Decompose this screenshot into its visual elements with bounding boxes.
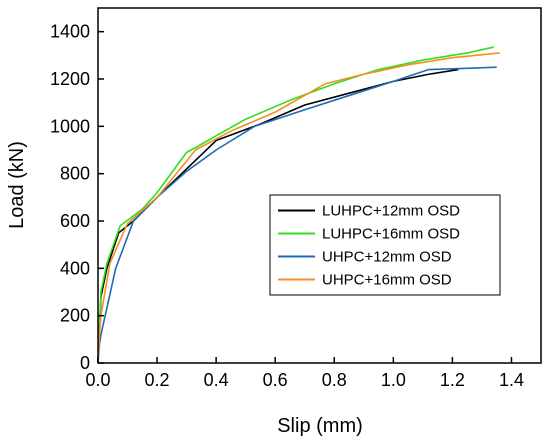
legend: LUHPC+12mm OSD LUHPC+16mm OSD UHPC+12mm OS… — [269, 194, 501, 296]
plot-area — [97, 46, 500, 364]
legend-label: LUHPC+16mm OSD — [322, 226, 460, 243]
x-tick-label: 1.2 — [440, 370, 465, 390]
x-tick-label: 0.2 — [145, 370, 170, 390]
y-tick-label: 600 — [60, 211, 90, 231]
legend-box — [269, 194, 501, 296]
y-tick-label: 200 — [60, 306, 90, 326]
x-tick-label: 1.0 — [381, 370, 406, 390]
x-tick-label: 0.0 — [85, 370, 110, 390]
legend-label: LUHPC+12mm OSD — [322, 203, 460, 220]
y-axis-title: Load (kN) — [6, 141, 28, 229]
x-axis-title: Slip (mm) — [277, 415, 363, 437]
y-tick-label: 800 — [60, 164, 90, 184]
x-tick-label: 0.8 — [322, 370, 347, 390]
y-tick-label: 1000 — [50, 116, 90, 136]
x-tick-label: 0.4 — [204, 370, 229, 390]
y-tick-label: 1200 — [50, 69, 90, 89]
series-line-4 — [97, 52, 500, 364]
series-line-2 — [97, 46, 494, 364]
axis-ticks: 0.0 0.2 0.4 0.6 0.8 1.0 1.2 1.4 0 200 400 600 800 100… — [50, 22, 524, 390]
y-tick-label: 0 — [80, 353, 90, 373]
series-line-3 — [97, 66, 497, 364]
x-tick-label: 0.6 — [263, 370, 288, 390]
plot-frame — [97, 7, 542, 364]
y-tick-label: 1400 — [50, 22, 90, 42]
legend-label: UHPC+16mm OSD — [322, 272, 452, 289]
x-tick-label: 1.4 — [499, 370, 524, 390]
y-tick-label: 400 — [60, 258, 90, 278]
legend-label: UHPC+12mm OSD — [322, 249, 452, 266]
